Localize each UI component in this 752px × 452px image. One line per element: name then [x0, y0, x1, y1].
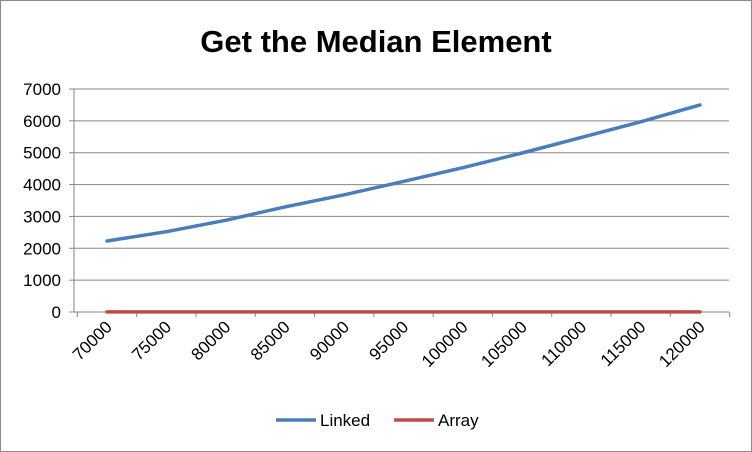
chart-title: Get the Median Element	[200, 24, 551, 59]
x-tick-label: 80000	[188, 317, 235, 364]
x-tick-label: 115000	[597, 317, 650, 370]
x-tick-label: 70000	[69, 317, 116, 364]
y-tick-label: 3000	[23, 207, 61, 226]
x-tick-label: 105000	[477, 317, 531, 371]
legend: Linked Array	[276, 411, 479, 430]
y-tick-label: 5000	[23, 144, 61, 163]
y-tick-label: 4000	[23, 176, 61, 195]
y-tick-label: 2000	[23, 239, 61, 258]
x-tick-label: 75000	[128, 317, 175, 364]
x-tick-label: 120000	[655, 317, 709, 371]
y-tick-label: 1000	[23, 271, 61, 290]
x-tick-label: 85000	[247, 317, 294, 364]
legend-label-linked: Linked	[320, 411, 370, 430]
y-axis-tick-labels: 0 1000 2000 3000 4000 5000 6000 7000	[23, 80, 61, 322]
y-tick-label: 0	[52, 303, 61, 322]
series-lines	[105, 103, 702, 314]
y-tick-label: 7000	[23, 80, 61, 99]
x-tick-label: 100000	[418, 317, 472, 371]
gridlines	[74, 88, 729, 281]
legend-label-array: Array	[438, 411, 479, 430]
x-axis-tick-labels: 70000 75000 80000 85000 90000 95000 100000 1050…	[69, 317, 709, 371]
x-tick-label: 90000	[306, 317, 353, 364]
series-line-linked	[105, 103, 702, 243]
y-tick-label: 6000	[23, 112, 61, 131]
x-tick-label: 110000	[538, 317, 591, 370]
x-tick-label: 95000	[365, 317, 412, 364]
